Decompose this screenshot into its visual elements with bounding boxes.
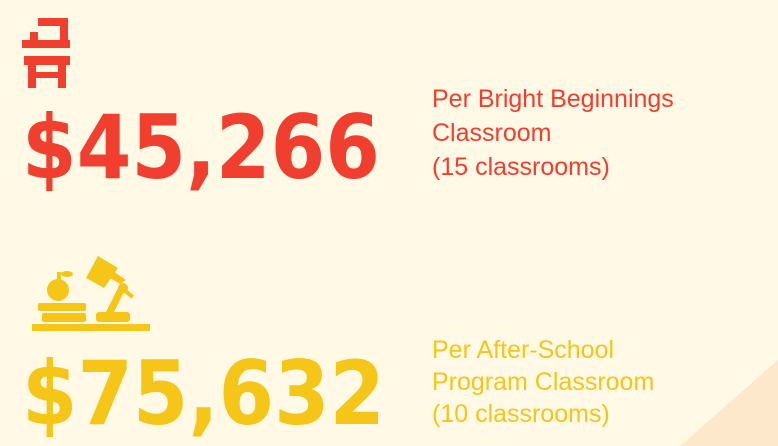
amount: $45,266 (22, 96, 380, 199)
corner-shape (680, 360, 778, 446)
desk-icon (22, 18, 70, 88)
description-line: (10 classrooms) (432, 400, 610, 428)
study-icon (32, 256, 150, 331)
amount: $75,632 (22, 342, 385, 445)
description-line: Program Classroom (432, 368, 654, 396)
description-line: Per Bright Beginnings (432, 85, 674, 113)
description-line: (15 classrooms) (432, 153, 610, 181)
description-line: Per After-School (432, 336, 614, 364)
description-line: Classroom (432, 119, 551, 147)
